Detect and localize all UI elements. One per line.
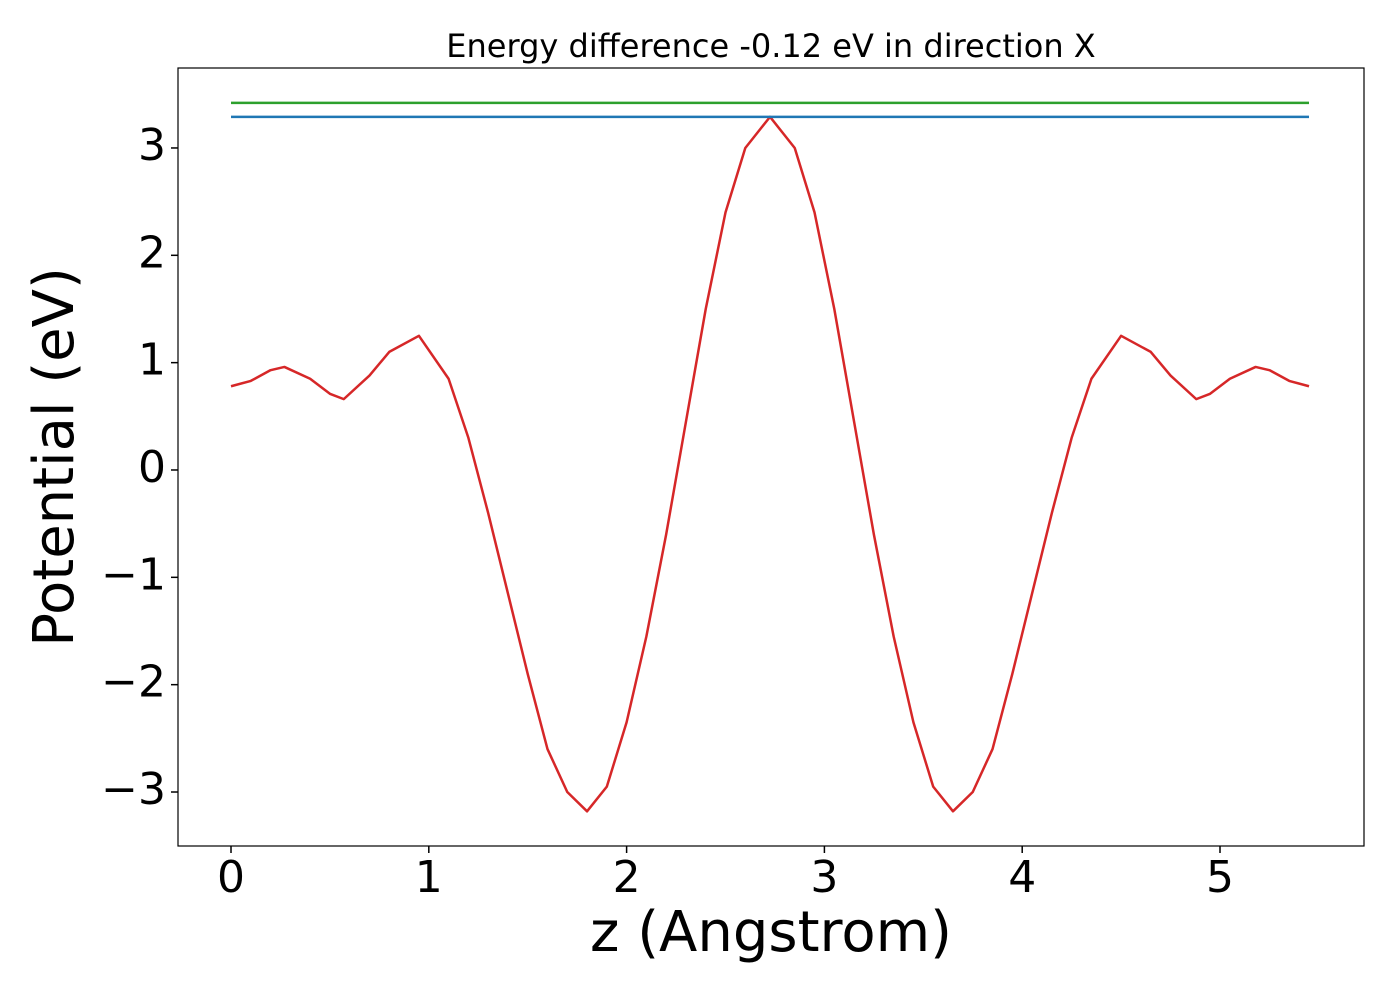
y-tick-label: −3 bbox=[101, 764, 166, 815]
y-tick-label: 1 bbox=[138, 335, 166, 386]
y-tick-label: 0 bbox=[138, 442, 166, 493]
y-tick-label: 3 bbox=[138, 120, 166, 171]
x-tick-label: 3 bbox=[810, 852, 838, 903]
y-axis-label: Potential (eV) bbox=[22, 267, 87, 647]
chart-title: Energy difference -0.12 eV in direction … bbox=[446, 27, 1095, 65]
x-tick-label: 1 bbox=[415, 852, 443, 903]
y-tick-label: −1 bbox=[101, 549, 166, 600]
x-tick-label: 5 bbox=[1206, 852, 1234, 903]
plot-frame bbox=[177, 67, 1365, 847]
y-tick-label: 2 bbox=[138, 227, 166, 278]
y-tick-label: −2 bbox=[101, 657, 166, 708]
x-tick-label: 2 bbox=[613, 852, 641, 903]
x-axis-label: z (Angstrom) bbox=[590, 900, 952, 965]
x-tick-label: 4 bbox=[1008, 852, 1036, 903]
x-tick-label: 0 bbox=[217, 852, 245, 903]
